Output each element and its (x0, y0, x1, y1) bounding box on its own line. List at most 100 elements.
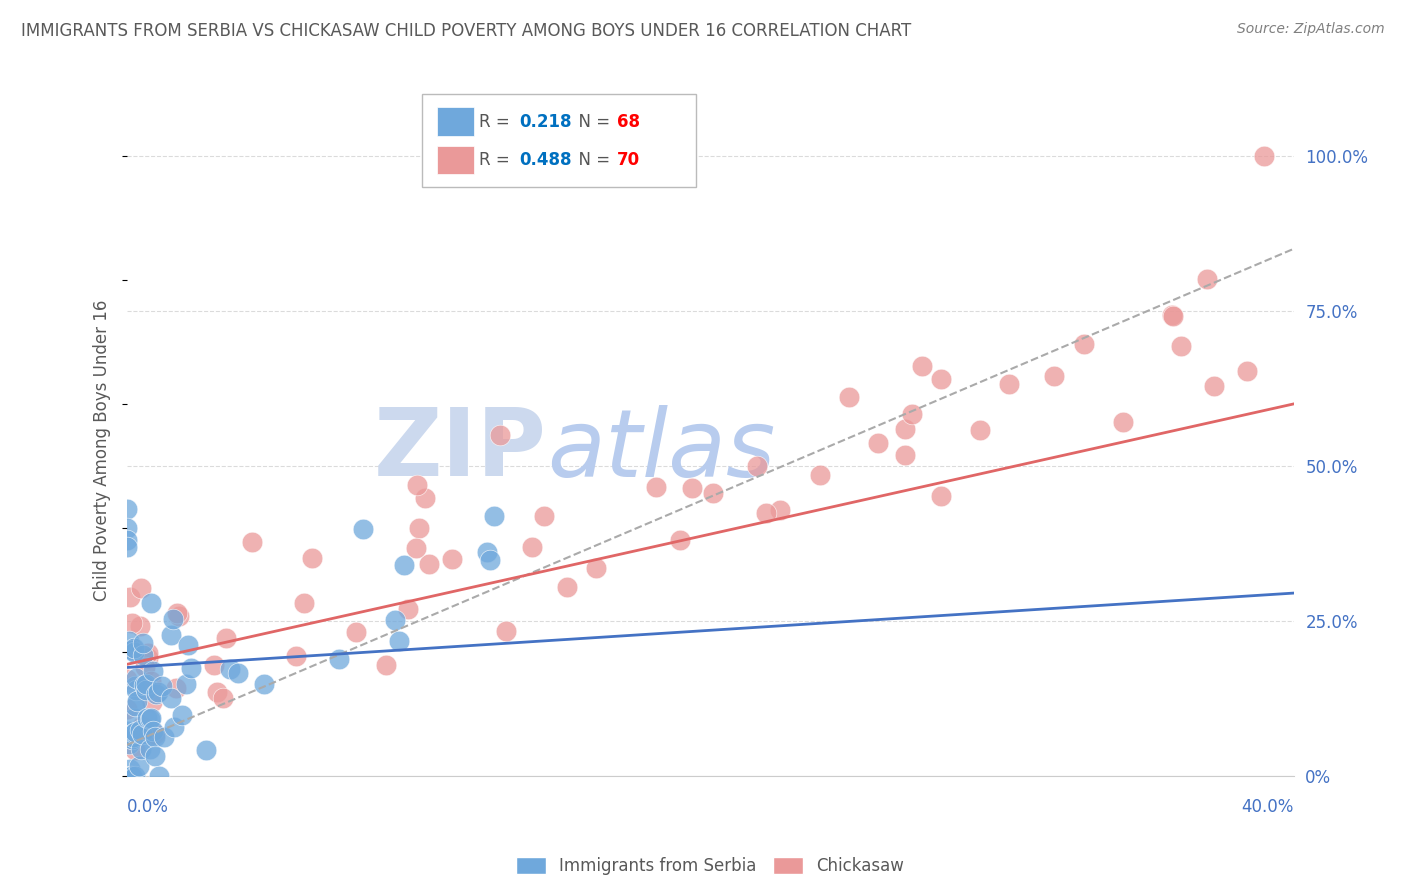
Point (124, 726, 146, 740)
Point (808, 468, 831, 483)
Point (122, 641, 145, 656)
Point (128, 759, 150, 773)
Text: 70: 70 (617, 151, 640, 169)
Text: ZIP: ZIP (374, 404, 547, 497)
Point (520, 541, 543, 555)
Point (253, 676, 276, 690)
Point (838, 391, 860, 405)
Point (894, 448, 917, 462)
Point (135, 677, 157, 691)
Y-axis label: Child Poverty Among Boys Under 16: Child Poverty Among Boys Under 16 (93, 300, 111, 601)
Text: 40.0%: 40.0% (1241, 798, 1294, 816)
Point (152, 731, 174, 745)
Point (128, 723, 150, 737)
Point (148, 769, 170, 783)
Point (1111, 415, 1133, 429)
Point (138, 650, 160, 665)
Point (408, 521, 430, 535)
Point (129, 619, 152, 633)
Point (122, 642, 145, 657)
Point (145, 687, 167, 701)
Legend: Immigrants from Serbia, Chickasaw: Immigrants from Serbia, Chickasaw (509, 850, 911, 881)
Point (162, 612, 184, 626)
Point (117, 723, 139, 738)
Point (142, 664, 165, 678)
Text: 0.218: 0.218 (519, 112, 571, 131)
Point (118, 633, 141, 648)
Point (969, 423, 991, 437)
Point (142, 723, 165, 738)
Point (911, 359, 934, 373)
Point (132, 648, 155, 662)
Point (165, 681, 187, 695)
Text: N =: N = (568, 112, 616, 131)
Point (745, 459, 768, 474)
Point (240, 534, 263, 549)
Point (139, 712, 162, 726)
Point (207, 685, 229, 699)
Point (1161, 308, 1184, 322)
Text: R =: R = (479, 112, 516, 131)
Point (172, 707, 194, 722)
Point (495, 624, 517, 638)
Point (418, 557, 440, 571)
Point (134, 660, 156, 674)
Point (755, 506, 778, 520)
Point (900, 407, 922, 421)
Point (131, 719, 153, 733)
Point (215, 631, 238, 645)
Point (124, 769, 146, 783)
Point (118, 762, 141, 776)
Point (413, 491, 436, 505)
Point (441, 551, 464, 566)
Point (997, 377, 1019, 392)
Point (388, 633, 411, 648)
Point (124, 743, 146, 757)
Point (226, 666, 249, 681)
Point (121, 731, 143, 746)
Point (118, 737, 141, 751)
Point (352, 522, 374, 536)
Text: 0.488: 0.488 (519, 151, 571, 169)
Point (143, 727, 166, 741)
Point (129, 742, 152, 756)
Point (124, 679, 146, 693)
Point (122, 711, 145, 725)
Point (374, 657, 396, 672)
Point (929, 489, 952, 503)
Point (392, 558, 415, 572)
Point (1197, 272, 1219, 286)
Point (195, 743, 218, 757)
Text: 68: 68 (617, 112, 640, 131)
Point (134, 678, 156, 692)
Point (482, 509, 505, 524)
Point (285, 648, 308, 663)
Point (117, 673, 139, 687)
Point (115, 702, 138, 716)
Point (868, 436, 890, 450)
Point (117, 540, 139, 554)
Point (124, 682, 146, 697)
Point (124, 725, 146, 739)
Point (292, 596, 315, 610)
Point (122, 731, 145, 745)
Point (135, 710, 157, 724)
Point (211, 691, 233, 706)
Point (120, 769, 142, 783)
Point (121, 642, 143, 657)
Point (120, 769, 142, 783)
Point (160, 690, 183, 705)
Point (143, 749, 166, 764)
Point (125, 671, 148, 685)
Point (141, 695, 163, 709)
Point (177, 638, 200, 652)
Point (1204, 379, 1226, 393)
Point (139, 711, 162, 725)
Point (117, 521, 139, 535)
Point (143, 730, 166, 744)
Point (479, 553, 502, 567)
Point (644, 480, 666, 494)
Point (132, 636, 155, 650)
Point (1170, 339, 1192, 353)
Point (681, 481, 703, 495)
